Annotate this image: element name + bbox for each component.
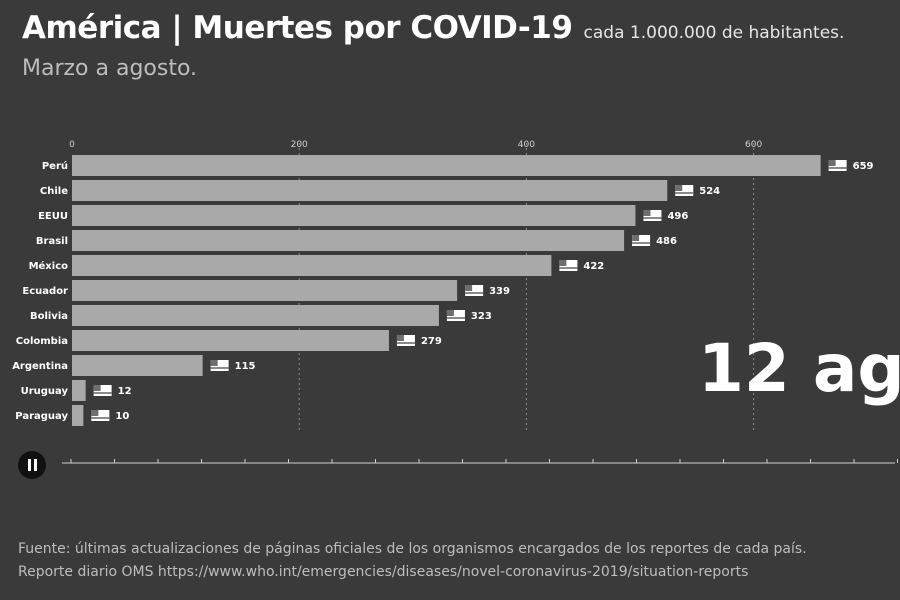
x-tick-label: 200 — [291, 140, 308, 150]
x-tick-label: 600 — [745, 140, 762, 150]
flag-stripe — [643, 217, 662, 219]
data-label: 422 — [583, 261, 604, 272]
x-tick-label: 400 — [518, 140, 535, 150]
pause-icon-bar — [33, 459, 37, 471]
data-label: 279 — [421, 336, 442, 347]
category-label: Ecuador — [22, 286, 68, 297]
flag-canton — [828, 160, 836, 166]
flag-field — [632, 235, 651, 246]
bar — [72, 280, 458, 301]
flag-field — [643, 210, 662, 221]
flag-stripe — [465, 292, 484, 294]
flag-stripe — [828, 167, 847, 169]
flag-mexico-icon — [559, 260, 578, 271]
bar — [72, 330, 389, 351]
flag-canton — [643, 210, 651, 216]
flag-canton — [559, 260, 567, 266]
bar — [72, 305, 439, 326]
flag-stripe — [91, 417, 110, 419]
data-label: 323 — [471, 311, 492, 322]
flag-field — [675, 185, 694, 196]
page-title: América | Muertes por COVID-19 — [22, 10, 573, 46]
data-label: 524 — [699, 186, 720, 197]
bar — [72, 230, 625, 251]
x-tick-label: 0 — [69, 140, 75, 150]
flag-usa-icon — [643, 210, 662, 221]
flag-field — [446, 310, 465, 321]
flag-field — [91, 410, 110, 421]
bar-chart: 0 200 400 600 Perú 659 Chile 524 EEUU 496 Brasil 48… — [12, 140, 898, 464]
page-subtitle: Marzo a agosto. — [22, 56, 198, 81]
data-label: 486 — [656, 236, 677, 247]
flag-field — [396, 335, 415, 346]
flag-colombia-icon — [396, 335, 415, 346]
flag-field — [828, 160, 847, 171]
flag-canton — [91, 410, 99, 416]
flag-stripe — [93, 392, 112, 394]
data-label: 115 — [235, 361, 256, 372]
title-suffix: cada 1.000.000 de habitantes. — [583, 23, 845, 43]
flag-stripe — [675, 192, 694, 194]
flag-uruguay-icon — [93, 385, 112, 396]
category-label: Bolivia — [30, 311, 68, 322]
flag-ecuador-icon — [465, 285, 484, 296]
category-label: Colombia — [16, 336, 68, 347]
data-label: 10 — [115, 411, 129, 422]
source-note: Fuente: últimas actualizaciones de págin… — [18, 541, 807, 557]
flag-peru-icon — [828, 160, 847, 171]
flag-stripe — [210, 367, 229, 369]
flag-paraguay-icon — [91, 410, 110, 421]
flag-stripe — [396, 342, 415, 344]
data-label: 496 — [667, 211, 688, 222]
flag-chile-icon — [675, 185, 694, 196]
category-label: Perú — [42, 160, 68, 172]
flag-canton — [465, 285, 473, 291]
bar — [72, 255, 552, 276]
flag-canton — [675, 185, 683, 191]
source-url-note: Reporte diario OMS https://www.who.int/e… — [18, 564, 749, 580]
category-label: Brasil — [36, 236, 68, 247]
flag-field — [93, 385, 112, 396]
flag-stripe — [632, 242, 651, 244]
category-label: México — [29, 260, 69, 272]
flag-canton — [446, 310, 454, 316]
flag-canton — [396, 335, 404, 341]
data-label: 339 — [489, 286, 510, 297]
date-overlay: 12 ago — [698, 330, 900, 407]
flag-canton — [93, 385, 101, 391]
flag-brazil-icon — [632, 235, 651, 246]
flag-canton — [210, 360, 218, 366]
flag-bolivia-icon — [446, 310, 465, 321]
flag-stripe — [559, 267, 578, 269]
bar — [72, 380, 86, 401]
bar — [72, 180, 668, 201]
title-row: América | Muertes por COVID-19 cada 1.00… — [22, 10, 844, 46]
category-label: Paraguay — [15, 411, 68, 422]
category-label: EEUU — [38, 211, 68, 222]
flag-argentina-icon — [210, 360, 229, 371]
category-label: Uruguay — [21, 386, 69, 397]
pause-button[interactable] — [18, 451, 46, 479]
data-label: 659 — [853, 161, 874, 172]
flag-canton — [632, 235, 640, 241]
flag-field — [210, 360, 229, 371]
flag-stripe — [446, 317, 465, 319]
flag-field — [559, 260, 578, 271]
flag-field — [465, 285, 484, 296]
bar — [72, 405, 84, 426]
pause-icon — [27, 459, 31, 471]
bar — [72, 205, 636, 226]
bar — [72, 155, 821, 176]
bar — [72, 355, 203, 376]
category-label: Argentina — [12, 361, 68, 372]
category-label: Chile — [40, 186, 68, 197]
data-label: 12 — [118, 386, 132, 397]
